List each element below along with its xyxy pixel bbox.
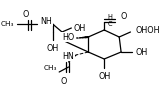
Text: OH: OH: [47, 44, 59, 53]
Text: O: O: [120, 12, 127, 20]
Text: OH: OH: [73, 24, 86, 33]
Text: OH: OH: [135, 47, 147, 56]
Text: CH₃: CH₃: [44, 65, 57, 71]
Text: HN: HN: [62, 51, 74, 60]
Text: HO: HO: [62, 33, 74, 41]
Text: H
C: H C: [107, 14, 112, 26]
Text: O: O: [61, 77, 67, 86]
Text: OH: OH: [98, 72, 110, 81]
Text: OHOH: OHOH: [135, 26, 160, 35]
Text: NH: NH: [40, 16, 52, 26]
Text: CH₃: CH₃: [1, 21, 14, 27]
Text: O: O: [22, 9, 29, 18]
